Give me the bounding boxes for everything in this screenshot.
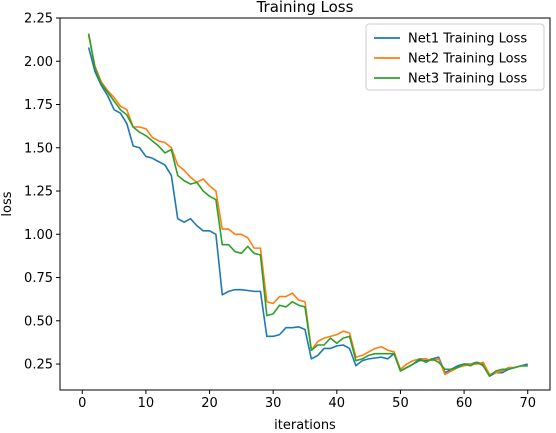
x-tick-label: 70 bbox=[519, 396, 536, 411]
x-tick-label: 10 bbox=[138, 396, 155, 411]
y-axis-label: loss bbox=[0, 191, 15, 216]
chart-title: Training Loss bbox=[256, 0, 354, 16]
x-tick-label: 20 bbox=[201, 396, 218, 411]
x-axis-ticks: 0 10 20 30 40 50 60 70 bbox=[78, 390, 536, 411]
plot-frame bbox=[59, 17, 551, 391]
plot-lines bbox=[87, 33, 528, 377]
y-tick-label: 2.25 bbox=[24, 12, 53, 27]
y-tick-label: 1.50 bbox=[24, 141, 53, 156]
x-tick-label: 50 bbox=[392, 396, 409, 411]
series-line-net3 bbox=[87, 33, 528, 377]
x-tick-label: 0 bbox=[78, 396, 86, 411]
y-tick-label: 2.00 bbox=[24, 55, 53, 70]
legend-label-net3: Net3 Training Loss bbox=[408, 72, 527, 87]
x-axis-label: iterations bbox=[274, 418, 336, 433]
series-line-net1 bbox=[87, 47, 528, 377]
y-tick-label: 1.25 bbox=[24, 185, 53, 200]
y-tick-label: 0.75 bbox=[24, 271, 53, 286]
legend: Net1 Training Loss Net2 Training Loss Net3… bbox=[365, 23, 545, 91]
x-tick-label: 30 bbox=[265, 396, 282, 411]
y-tick-label: 1.75 bbox=[24, 98, 53, 113]
x-tick-label: 40 bbox=[329, 396, 346, 411]
y-axis-ticks: 0.25 0.50 0.75 1.00 1.25 1.50 1.75 2.00 2.25 bbox=[24, 12, 60, 373]
legend-box bbox=[365, 23, 545, 91]
x-tick-label: 60 bbox=[456, 396, 473, 411]
y-tick-label: 0.50 bbox=[24, 314, 53, 329]
y-tick-label: 1.00 bbox=[24, 228, 53, 243]
legend-label-net2: Net2 Training Loss bbox=[408, 52, 527, 67]
legend-label-net1: Net1 Training Loss bbox=[408, 32, 527, 47]
y-tick-label: 0.25 bbox=[24, 358, 53, 373]
